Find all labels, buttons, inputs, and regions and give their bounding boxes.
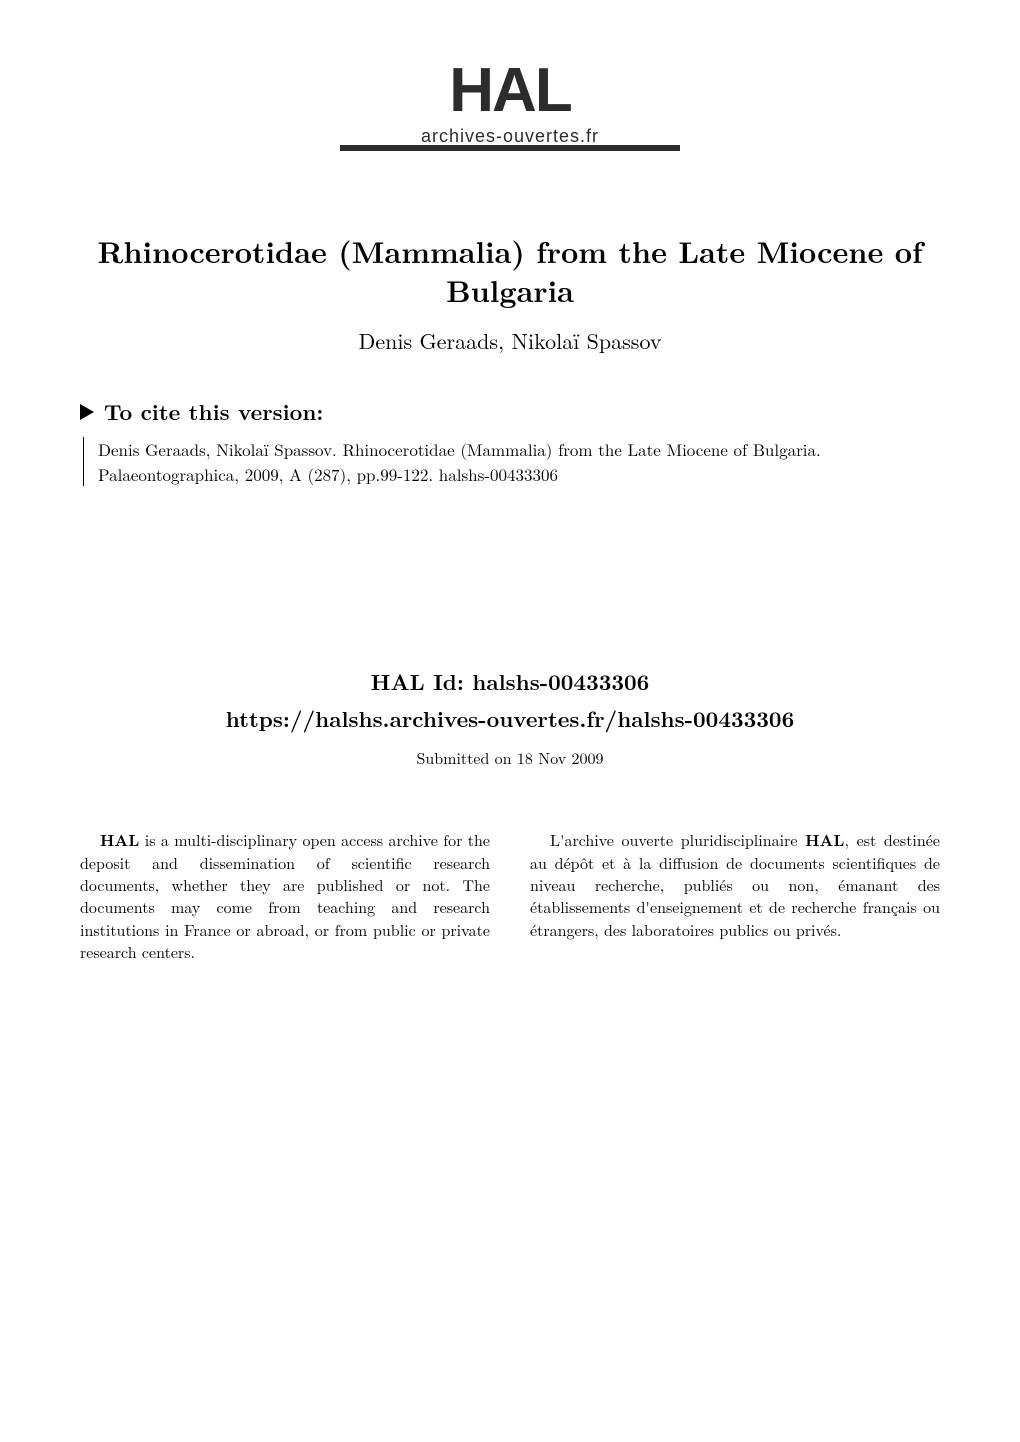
logo-text: HAL <box>449 60 570 122</box>
abstract-left-text: is a multi-disciplinary open access arch… <box>80 828 490 963</box>
title-line1: Rhinocerotidae (Mammalia) from the Late … <box>97 229 922 272</box>
submitted-date: Submitted on 18 Nov 2009 <box>80 746 940 769</box>
abstract-left: HAL is a multi-disciplinary open access … <box>80 829 490 963</box>
cite-body: Denis Geraads, Nikolaï Spassov. Rhinocer… <box>83 437 940 486</box>
title-block: Rhinocerotidae (Mammalia) from the Late … <box>80 231 940 356</box>
hal-logo: HAL archives-ouvertes.fr <box>80 60 940 151</box>
cite-heading: To cite this version: <box>104 396 323 427</box>
logo-underline <box>340 145 680 151</box>
abstract-right-bold: HAL <box>805 828 844 851</box>
hal-url: https://halshs.archives-ouvertes.fr/hals… <box>80 703 940 734</box>
abstract-row: HAL is a multi-disciplinary open access … <box>80 829 940 963</box>
paper-title: Rhinocerotidae (Mammalia) from the Late … <box>80 231 940 309</box>
cite-block: To cite this version: Denis Geraads, Nik… <box>80 396 940 486</box>
abstract-left-bold: HAL <box>100 828 139 851</box>
cite-heading-row: To cite this version: <box>80 396 940 427</box>
triangle-icon <box>80 404 94 420</box>
authors: Denis Geraads, Nikolaï Spassov <box>80 325 940 356</box>
hal-id-block: HAL Id: halshs-00433306 https://halshs.a… <box>80 666 940 734</box>
abstract-right: L'archive ouverte pluridisciplinaire HAL… <box>530 829 940 963</box>
logo-url: archives-ouvertes.fr <box>421 126 599 147</box>
abstract-right-text-1: L'archive ouverte pluridisciplinaire <box>550 828 805 851</box>
hal-id: HAL Id: halshs-00433306 <box>80 666 940 697</box>
title-line2: Bulgaria <box>446 268 574 311</box>
